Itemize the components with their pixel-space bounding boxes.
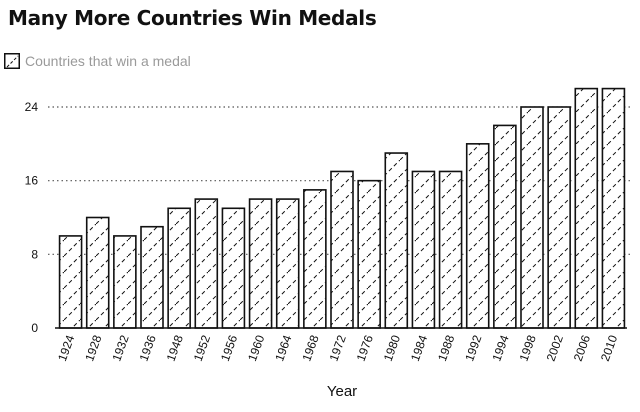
x-tick-label: 1964 (272, 333, 294, 363)
bar-1928 (85, 216, 110, 329)
bar-2010 (601, 87, 626, 329)
x-tick-label: 2010 (598, 333, 620, 363)
x-tick-label: 1984 (408, 333, 430, 363)
x-tick-label: 1924 (55, 333, 77, 363)
bar-1976 (357, 179, 381, 329)
legend: Countries that win a medal (4, 52, 191, 70)
x-axis-title: Year (327, 383, 357, 400)
x-tick-label: 1994 (489, 333, 511, 363)
x-tick-label: 1992 (462, 333, 484, 363)
bar-2006 (574, 87, 599, 329)
bar-1992 (465, 143, 490, 329)
bar-1948 (167, 207, 191, 329)
y-tick-label: 24 (25, 100, 39, 114)
bar-1998 (520, 106, 544, 329)
bar-1994 (493, 124, 517, 329)
bar-1960 (248, 198, 273, 329)
legend-swatch-hatched (4, 53, 20, 69)
bar-1972 (330, 170, 354, 329)
bar-1956 (221, 207, 246, 329)
x-tick-label: 1928 (82, 333, 104, 363)
x-tick-label: 1998 (517, 333, 539, 363)
x-axis-ticks: 1924 1928 1932 1936 1948 1952 1956 1960 1964 1968… (55, 333, 620, 363)
x-tick-label: 1952 (191, 333, 213, 363)
bar-1980 (384, 152, 409, 329)
y-axis-ticks: 0 8 16 24 (25, 100, 39, 335)
x-tick-label: 1972 (327, 333, 349, 363)
bar-1988 (438, 170, 463, 329)
y-tick-label: 16 (25, 174, 39, 188)
bar-1984 (411, 170, 436, 329)
x-tick-label: 1948 (164, 333, 186, 363)
bar-1952 (194, 198, 219, 329)
x-tick-label: 1932 (109, 333, 131, 363)
x-tick-label: 1976 (354, 333, 376, 363)
y-tick-label: 0 (31, 321, 38, 335)
x-tick-label: 1956 (218, 333, 240, 363)
bar-1964 (275, 198, 300, 329)
x-tick-label: 2002 (544, 333, 566, 363)
bar-2002 (547, 106, 571, 329)
bar-1924 (58, 235, 83, 329)
x-tick-label: 1960 (245, 333, 267, 363)
chart-title: Many More Countries Win Medals (8, 6, 377, 30)
x-tick-label: 1968 (299, 333, 321, 363)
bars (58, 87, 626, 329)
bar-1936 (140, 225, 164, 329)
x-tick-label: 1988 (435, 333, 457, 363)
x-tick-label: 2006 (571, 333, 593, 363)
y-tick-label: 8 (31, 247, 38, 261)
bar-1968 (303, 189, 327, 329)
x-tick-label: 1980 (381, 333, 403, 363)
bar-1932 (113, 235, 137, 329)
x-tick-label: 1936 (137, 333, 159, 363)
legend-label: Countries that win a medal (25, 53, 191, 69)
